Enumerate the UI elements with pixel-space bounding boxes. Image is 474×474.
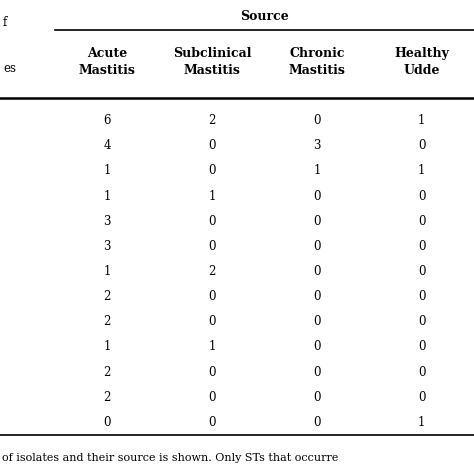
Text: 1: 1	[104, 190, 111, 202]
Text: 0: 0	[418, 190, 425, 202]
Text: 3: 3	[313, 139, 320, 152]
Text: 0: 0	[313, 265, 320, 278]
Text: 2: 2	[209, 114, 216, 127]
Text: 0: 0	[209, 139, 216, 152]
Text: 2: 2	[209, 265, 216, 278]
Text: 1: 1	[209, 190, 216, 202]
Text: 0: 0	[418, 340, 425, 354]
Text: 6: 6	[104, 114, 111, 127]
Text: 2: 2	[104, 391, 111, 404]
Text: 0: 0	[313, 416, 320, 429]
Text: 0: 0	[418, 240, 425, 253]
Text: of isolates and their source is shown. Only STs that occurre: of isolates and their source is shown. O…	[2, 453, 338, 463]
Text: Subclinical
Mastitis: Subclinical Mastitis	[173, 47, 251, 77]
Text: 0: 0	[418, 265, 425, 278]
Text: 0: 0	[418, 139, 425, 152]
Text: Acute
Mastitis: Acute Mastitis	[79, 47, 136, 77]
Text: 1: 1	[104, 340, 111, 354]
Text: 0: 0	[418, 365, 425, 379]
Text: 1: 1	[313, 164, 320, 177]
Text: 0: 0	[313, 315, 320, 328]
Text: 0: 0	[313, 365, 320, 379]
Text: 0: 0	[418, 315, 425, 328]
Text: 0: 0	[313, 391, 320, 404]
Text: f: f	[3, 16, 7, 28]
Text: 0: 0	[209, 416, 216, 429]
Text: 0: 0	[209, 391, 216, 404]
Text: 0: 0	[313, 114, 320, 127]
Text: 1: 1	[104, 164, 111, 177]
Text: 0: 0	[313, 190, 320, 202]
Text: 0: 0	[313, 240, 320, 253]
Text: 1: 1	[418, 164, 425, 177]
Text: Source: Source	[240, 9, 289, 22]
Text: 1: 1	[418, 416, 425, 429]
Text: 0: 0	[418, 290, 425, 303]
Text: 0: 0	[104, 416, 111, 429]
Text: Healthy
Udde: Healthy Udde	[394, 47, 449, 77]
Text: 0: 0	[209, 164, 216, 177]
Text: es: es	[3, 62, 16, 74]
Text: 4: 4	[104, 139, 111, 152]
Text: 2: 2	[104, 315, 111, 328]
Text: 0: 0	[313, 340, 320, 354]
Text: 0: 0	[209, 315, 216, 328]
Text: 1: 1	[209, 340, 216, 354]
Text: 0: 0	[313, 215, 320, 228]
Text: 2: 2	[104, 290, 111, 303]
Text: Chronic
Mastitis: Chronic Mastitis	[289, 47, 346, 77]
Text: 1: 1	[418, 114, 425, 127]
Text: 0: 0	[209, 240, 216, 253]
Text: 1: 1	[104, 265, 111, 278]
Text: 3: 3	[104, 240, 111, 253]
Text: 0: 0	[313, 290, 320, 303]
Text: 0: 0	[209, 365, 216, 379]
Text: 3: 3	[104, 215, 111, 228]
Text: 0: 0	[418, 391, 425, 404]
Text: 0: 0	[209, 290, 216, 303]
Text: 2: 2	[104, 365, 111, 379]
Text: 0: 0	[418, 215, 425, 228]
Text: 0: 0	[209, 215, 216, 228]
